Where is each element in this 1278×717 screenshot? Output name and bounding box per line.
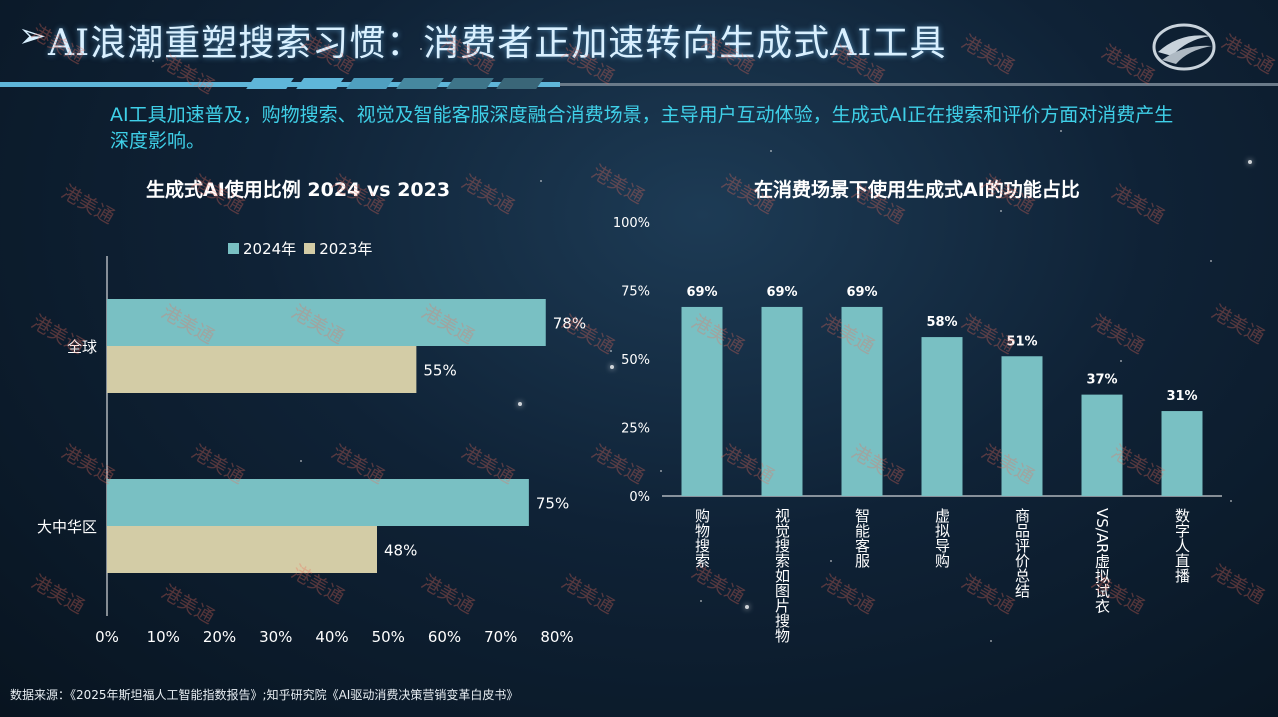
right-category-label: VS/AR虚拟试衣 bbox=[1093, 508, 1111, 614]
right-category-label: 数字人直播 bbox=[1173, 508, 1191, 584]
legend-swatch-2023 bbox=[304, 243, 316, 254]
left-bar-2023 bbox=[107, 526, 377, 573]
right-bar-data-label: 69% bbox=[846, 285, 877, 300]
left-category-label: 全球 bbox=[67, 338, 97, 356]
right-bar bbox=[921, 337, 963, 496]
right-y-tick-label: 100% bbox=[613, 216, 650, 231]
right-bar-data-label: 31% bbox=[1166, 389, 1197, 404]
left-x-tick-label: 30% bbox=[259, 628, 292, 646]
brand-logo-icon bbox=[1152, 23, 1216, 71]
right-bar-data-label: 37% bbox=[1086, 373, 1117, 388]
left-bar-data-label: 78% bbox=[553, 315, 586, 333]
page-subtitle: AI工具加速普及，购物搜索、视觉及智能客服深度融合消费场景，主导用户互动体验，生… bbox=[110, 104, 1174, 152]
right-bar bbox=[1001, 356, 1043, 496]
watermark-text: 港美通 bbox=[457, 171, 518, 219]
right-bar bbox=[1081, 394, 1123, 496]
legend-label-2023: 2023年 bbox=[319, 240, 373, 258]
watermark-text: 港美通 bbox=[587, 161, 648, 209]
right-bar-chart: 0% 25% 50% 75% 100% 69% 购物搜索 69% 视觉搜索如图片搜物 69% 智能客… bbox=[613, 216, 1222, 644]
right-bar bbox=[761, 306, 803, 496]
left-x-tick-label: 10% bbox=[147, 628, 180, 646]
right-y-tick-label: 50% bbox=[621, 353, 650, 368]
left-x-tick-label: 20% bbox=[203, 628, 236, 646]
left-x-tick-label: 60% bbox=[428, 628, 461, 646]
left-x-tick-label: 40% bbox=[315, 628, 348, 646]
right-bar-data-label: 51% bbox=[1006, 334, 1037, 349]
right-y-tick-label: 75% bbox=[621, 285, 650, 300]
left-x-tick-label: 0% bbox=[95, 628, 119, 646]
title-arrow-icon: ➢ bbox=[18, 16, 47, 56]
right-bar bbox=[681, 306, 723, 496]
right-category-label: 视觉搜索如图片搜物 bbox=[773, 508, 791, 644]
watermark-text: 港美通 bbox=[57, 181, 118, 229]
left-chart-legend: 2024年 2023年 bbox=[228, 238, 380, 259]
left-bar-2024 bbox=[107, 299, 546, 346]
left-x-tick-label: 70% bbox=[484, 628, 517, 646]
right-category-label: 商品评价总结 bbox=[1013, 508, 1031, 598]
right-bar-data-label: 58% bbox=[926, 315, 957, 330]
title-stripe bbox=[0, 78, 1278, 90]
left-category-label: 大中华区 bbox=[37, 518, 97, 536]
right-bar bbox=[1161, 411, 1203, 496]
legend-label-2024: 2024年 bbox=[243, 240, 297, 258]
left-bar-2023 bbox=[107, 346, 417, 393]
right-category-label: 智能客服 bbox=[853, 507, 871, 569]
data-source-note: 数据来源：《2025年斯坦福人工智能指数报告》;知乎研究院《AI驱动消费决策营销… bbox=[10, 688, 519, 702]
right-category-label: 虚拟导购 bbox=[933, 508, 951, 569]
right-chart-title: 在消费场景下使用生成式AI的功能占比 bbox=[754, 179, 1080, 201]
left-chart-title: 生成式AI使用比例 2024 vs 2023 bbox=[146, 179, 451, 201]
legend-swatch-2024 bbox=[228, 243, 239, 254]
right-y-tick-label: 25% bbox=[621, 422, 650, 437]
right-bar bbox=[841, 306, 883, 496]
page-title: AI浪潮重塑搜索习惯：消费者正加速转向生成式AI工具 bbox=[48, 23, 947, 64]
left-bar-data-label: 55% bbox=[423, 362, 456, 380]
left-bar-2024 bbox=[107, 479, 529, 526]
left-bar-chart: 全球 78% 55% 大中华区 75% 48% 0% 10% 20% 30% 40% 50% 60% 70… bbox=[37, 256, 586, 646]
left-bar-data-label: 48% bbox=[384, 542, 417, 560]
left-x-tick-label: 80% bbox=[540, 628, 573, 646]
right-bar-data-label: 69% bbox=[766, 285, 797, 300]
right-y-tick-label: 0% bbox=[629, 490, 650, 505]
left-x-tick-label: 50% bbox=[372, 628, 405, 646]
legend-item-2023: 2023年 bbox=[304, 238, 372, 259]
legend-item-2024: 2024年 bbox=[228, 238, 296, 259]
right-category-label: 购物搜索 bbox=[693, 508, 711, 568]
title-bar: ➢ AI浪潮重塑搜索习惯：消费者正加速转向生成式AI工具 bbox=[0, 0, 1278, 92]
right-bar-data-label: 69% bbox=[686, 285, 717, 300]
left-bar-data-label: 75% bbox=[536, 495, 569, 513]
